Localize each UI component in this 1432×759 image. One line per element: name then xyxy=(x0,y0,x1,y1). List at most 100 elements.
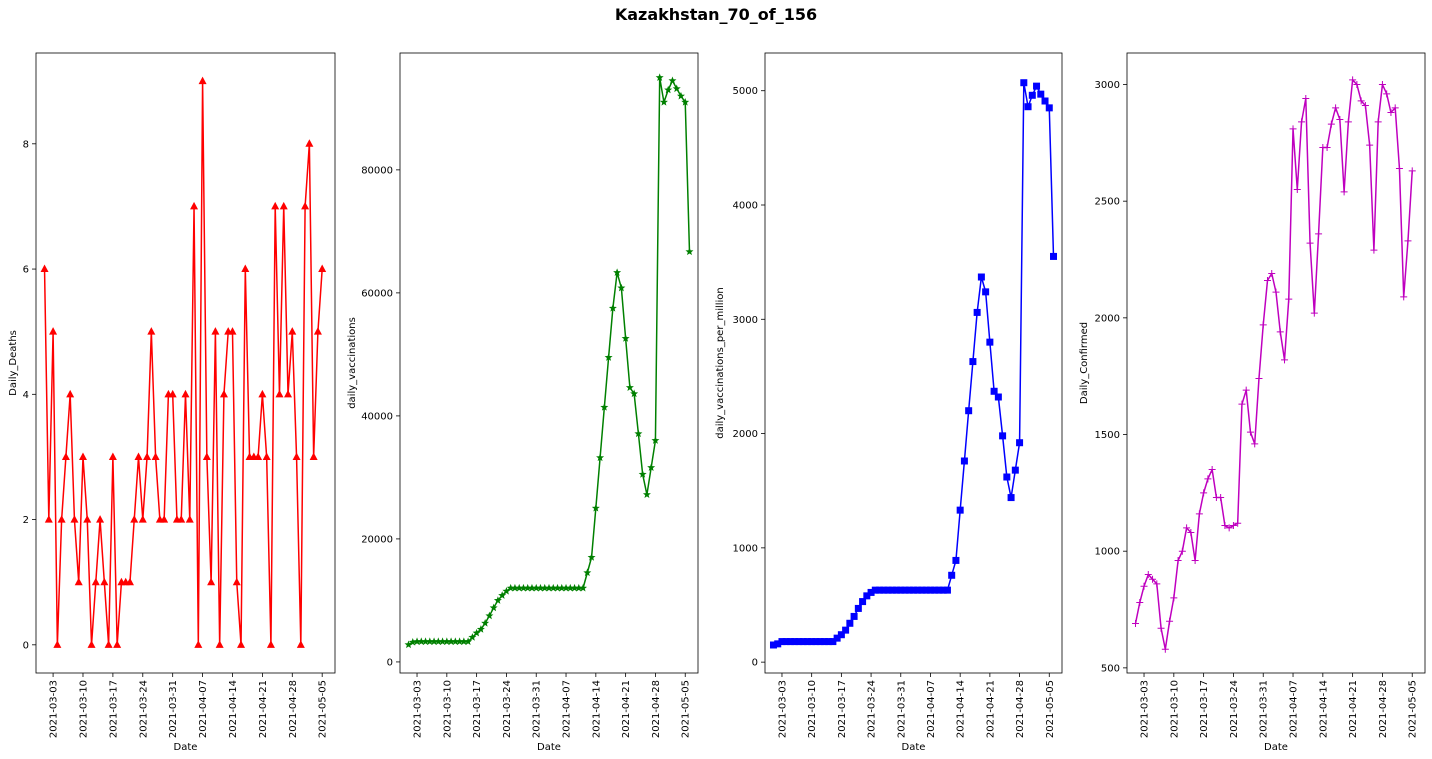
data-point xyxy=(676,91,685,100)
data-point xyxy=(778,638,786,646)
x-tick-label: 2021-03-03 xyxy=(413,680,424,738)
x-tick-label: 2021-03-31 xyxy=(168,680,179,738)
data-point xyxy=(782,638,790,646)
data-point xyxy=(812,638,820,646)
data-point xyxy=(459,637,468,646)
data-point xyxy=(965,407,973,415)
data-point xyxy=(262,452,271,460)
data-point xyxy=(1370,246,1378,254)
data-point xyxy=(1357,97,1365,105)
x-tick-label: 2021-03-10 xyxy=(78,680,89,738)
data-point xyxy=(211,327,220,335)
data-point xyxy=(664,85,673,94)
data-point xyxy=(897,586,905,594)
data-point xyxy=(493,596,502,604)
chart-panel-2: 0 20000 40000 60000 80000 2021-03-03 2021-03-1… xyxy=(347,52,699,753)
data-point xyxy=(485,611,494,620)
data-point xyxy=(914,586,922,594)
x-tick-label: 2021-04-28 xyxy=(651,680,662,738)
data-point xyxy=(430,637,439,646)
x-tick-label: 2021-03-17 xyxy=(837,680,848,738)
data-point xyxy=(1298,118,1306,126)
data-point xyxy=(515,583,524,592)
data-point xyxy=(1132,620,1140,628)
data-point xyxy=(1217,494,1225,502)
data-point xyxy=(113,640,122,648)
data-point xyxy=(1332,104,1340,112)
x-tick-label: 2021-05-05 xyxy=(318,680,329,738)
data-point xyxy=(876,586,884,594)
data-point xyxy=(1011,466,1019,474)
data-point xyxy=(943,586,951,594)
data-point xyxy=(202,452,211,460)
data-point xyxy=(1187,529,1195,537)
x-axis-label: Date xyxy=(174,742,198,753)
y-tick-label: 1000 xyxy=(1095,547,1120,558)
data-point xyxy=(625,383,634,391)
data-point xyxy=(1366,141,1374,149)
x-tick-label: 2021-05-05 xyxy=(1045,680,1056,738)
data-point xyxy=(1166,617,1174,625)
data-point xyxy=(177,515,186,523)
y-axis-label: Daily_Confirmed xyxy=(1079,322,1090,404)
data-point xyxy=(1033,82,1041,90)
data-point xyxy=(284,389,293,398)
data-point xyxy=(215,640,224,648)
x-tick-label: 2021-03-31 xyxy=(532,680,543,738)
data-point xyxy=(78,452,87,460)
data-point xyxy=(638,470,647,478)
data-point xyxy=(1349,76,1357,84)
data-point xyxy=(791,638,799,646)
data-point xyxy=(1408,167,1416,175)
data-point xyxy=(91,577,100,586)
x-tick-label: 2021-04-07 xyxy=(562,680,573,738)
data-point xyxy=(1045,104,1053,112)
data-point xyxy=(1395,165,1403,173)
x-tick-label: 2021-03-10 xyxy=(442,680,453,738)
data-point xyxy=(990,387,998,395)
data-point xyxy=(825,638,833,646)
data-point xyxy=(935,586,943,594)
plot-area-frame xyxy=(35,52,336,674)
data-point xyxy=(61,452,70,460)
data-point xyxy=(608,304,617,312)
data-point xyxy=(301,201,310,210)
x-tick-label: 2021-04-21 xyxy=(1348,680,1359,738)
data-point xyxy=(1161,645,1169,653)
data-point xyxy=(910,586,917,594)
y-tick-label: 60000 xyxy=(361,288,393,299)
x-tick-label: 2021-03-17 xyxy=(1199,680,1210,738)
data-point xyxy=(476,625,485,633)
y-tick-label: 5000 xyxy=(733,86,758,97)
plot-area-frame xyxy=(1126,52,1426,674)
data-point xyxy=(1251,440,1259,448)
data-point xyxy=(668,76,677,85)
data-point xyxy=(863,592,871,600)
y-tick-label: 1000 xyxy=(733,543,758,554)
data-point xyxy=(1140,582,1148,590)
data-point xyxy=(1238,400,1246,408)
data-point xyxy=(905,586,913,594)
data-point xyxy=(451,637,460,646)
data-point xyxy=(1276,328,1284,336)
data-point xyxy=(1153,580,1161,588)
data-point xyxy=(275,389,284,398)
data-point xyxy=(642,490,651,499)
data-point xyxy=(527,583,536,592)
data-point xyxy=(455,637,464,646)
data-point xyxy=(833,634,841,642)
data-point xyxy=(523,583,532,592)
chart-panel-1: 0 2 4 6 8 2021-03-03 2021-03-10 2021-03-17 2021-… xyxy=(8,52,336,753)
x-tick-label: 2021-04-07 xyxy=(198,680,209,738)
data-point xyxy=(83,515,92,523)
data-point xyxy=(506,583,515,592)
y-tick-label: 4 xyxy=(23,390,29,401)
x-axis-label: Date xyxy=(902,742,926,753)
data-point xyxy=(926,586,934,594)
data-point xyxy=(1149,575,1157,583)
data-point xyxy=(651,436,660,444)
data-point xyxy=(1178,547,1186,555)
figure-title: Kazakhstan_70_of_156 xyxy=(615,5,817,24)
data-point xyxy=(1272,288,1280,296)
data-point xyxy=(659,98,668,106)
